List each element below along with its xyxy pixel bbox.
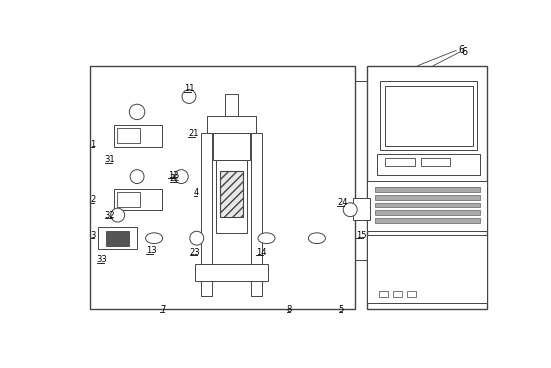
Circle shape [190, 231, 204, 245]
Text: 13: 13 [145, 246, 156, 255]
Text: 23: 23 [190, 248, 201, 256]
Bar [385, 158, 414, 166]
Bar [251, 280, 262, 296]
Bar [117, 128, 140, 144]
Bar [90, 66, 355, 309]
Bar [213, 133, 250, 160]
Text: 21: 21 [188, 129, 199, 138]
Bar [376, 153, 479, 175]
Bar [385, 86, 473, 146]
Text: 6: 6 [462, 47, 468, 57]
Circle shape [111, 208, 125, 222]
Text: 22: 22 [170, 174, 180, 183]
Text: 6: 6 [458, 45, 464, 55]
Circle shape [174, 170, 188, 184]
Bar [195, 263, 268, 280]
Bar [225, 94, 238, 116]
Bar [375, 187, 479, 192]
Bar [216, 160, 247, 233]
Ellipse shape [258, 233, 275, 244]
Circle shape [130, 170, 144, 184]
Text: 33: 33 [97, 255, 107, 264]
Circle shape [129, 104, 145, 120]
Circle shape [343, 203, 357, 217]
Bar [375, 210, 479, 215]
Bar [375, 218, 479, 223]
Bar [114, 189, 162, 210]
Bar [353, 198, 370, 220]
Circle shape [182, 89, 196, 103]
Text: 2: 2 [90, 195, 96, 204]
Bar [380, 81, 477, 151]
Text: 24: 24 [337, 198, 348, 207]
Text: 1: 1 [90, 140, 96, 149]
Bar [220, 171, 243, 217]
Ellipse shape [145, 233, 163, 244]
Bar [393, 291, 402, 297]
Bar [114, 125, 162, 146]
Bar [368, 235, 488, 303]
Text: 8: 8 [287, 305, 292, 314]
Bar [98, 227, 137, 249]
Text: 31: 31 [105, 155, 115, 164]
Bar [375, 203, 479, 208]
Bar [117, 192, 140, 208]
Text: 5: 5 [338, 305, 344, 314]
Bar [368, 66, 488, 309]
Bar [368, 181, 488, 231]
Bar [251, 133, 262, 263]
Text: 14: 14 [256, 248, 267, 256]
Bar [407, 291, 416, 297]
Bar [202, 280, 212, 296]
Text: 3: 3 [90, 231, 96, 240]
Bar [375, 195, 479, 200]
Text: 15: 15 [355, 231, 366, 240]
Text: 11: 11 [185, 84, 195, 93]
Text: 12: 12 [168, 170, 179, 180]
Text: 4: 4 [193, 188, 199, 197]
Bar [106, 230, 129, 246]
Bar [421, 158, 450, 166]
Bar [379, 291, 388, 297]
Text: 7: 7 [160, 305, 166, 314]
Text: 32: 32 [105, 210, 115, 220]
Ellipse shape [309, 233, 326, 244]
Bar [207, 116, 256, 133]
Bar [202, 133, 212, 263]
